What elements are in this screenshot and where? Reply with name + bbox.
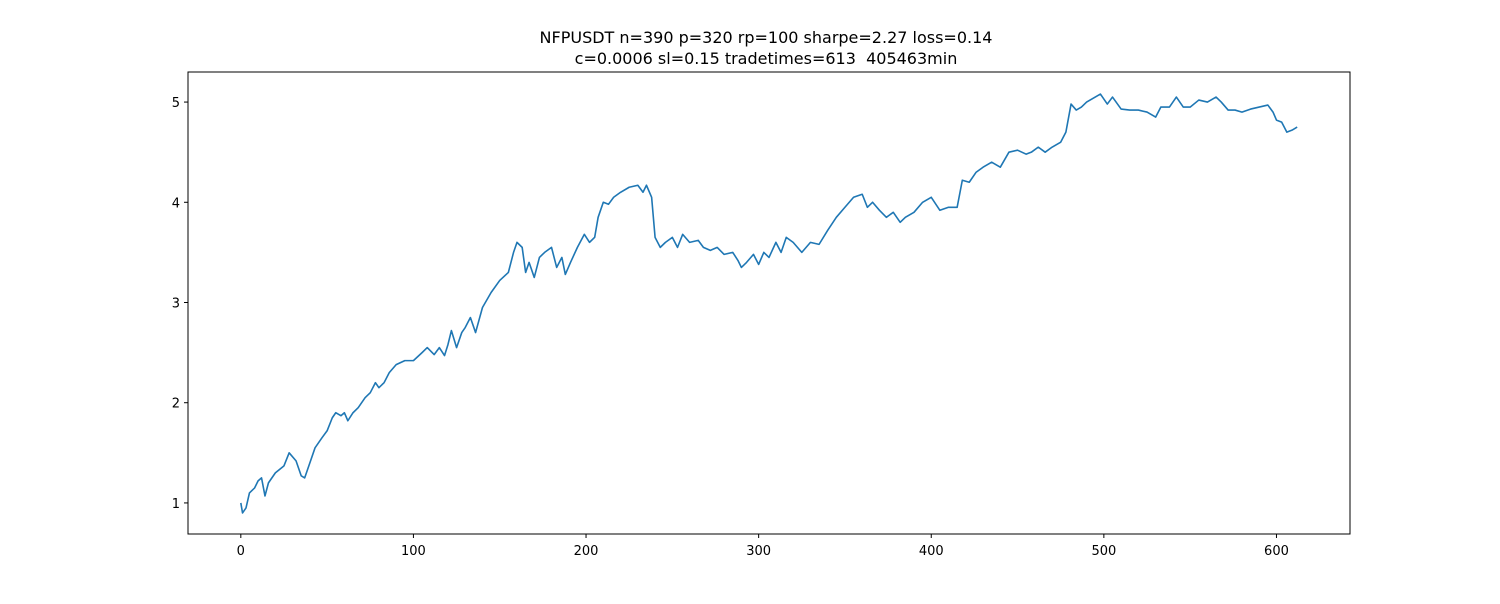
x-tick-label: 100 (401, 544, 426, 559)
chart-title: NFPUSDT n=390 p=320 rp=100 sharpe=2.27 l… (540, 28, 993, 47)
y-tick-label: 4 (172, 196, 180, 211)
data-line (240, 93, 1298, 514)
x-tick-label: 400 (919, 544, 944, 559)
x-tick-label: 600 (1264, 544, 1289, 559)
y-tick-label: 3 (172, 296, 180, 311)
y-tick-label: 1 (172, 497, 180, 512)
plot-frame (187, 71, 1351, 535)
y-tick-label: 2 (172, 397, 180, 412)
x-tick-label: 0 (237, 544, 245, 559)
y-tick-label: 5 (172, 96, 180, 111)
chart-subtitle: c=0.0006 sl=0.15 tradetimes=613 405463mi… (575, 49, 958, 68)
x-tick-label: 200 (574, 544, 599, 559)
x-tick-label: 500 (1091, 544, 1116, 559)
x-tick-label: 300 (746, 544, 771, 559)
